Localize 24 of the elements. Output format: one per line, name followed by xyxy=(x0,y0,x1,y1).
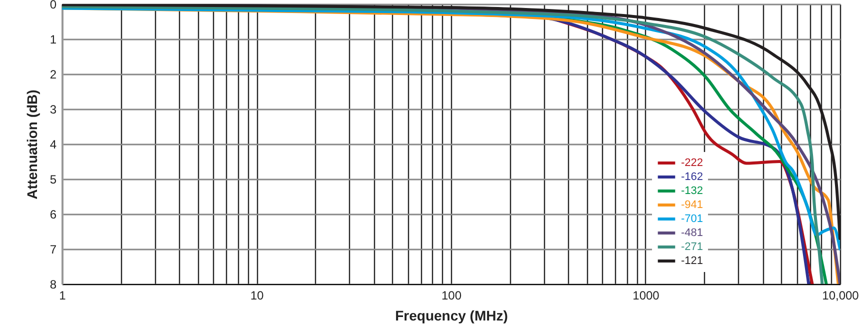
legend-label: -941 xyxy=(681,199,704,211)
legend-label: -481 xyxy=(681,227,704,239)
legend-label: -132 xyxy=(681,185,704,197)
x-tick-label: 1000 xyxy=(632,288,660,302)
x-tick-label: 10,000 xyxy=(822,288,860,302)
y-tick-label: 4 xyxy=(50,138,57,152)
y-tick-label: 1 xyxy=(50,32,57,46)
x-tick-label: 10 xyxy=(250,288,264,302)
legend-label: -701 xyxy=(681,213,704,225)
y-tick-label: 7 xyxy=(50,242,57,256)
y-tick-label: 6 xyxy=(50,208,57,222)
y-axis-title: Attenuation (dB) xyxy=(24,90,40,200)
x-axis-title: Frequency (MHz) xyxy=(395,308,508,324)
x-tick-label: 100 xyxy=(441,288,462,302)
y-tick-label: 0 xyxy=(50,0,57,12)
legend-label: -162 xyxy=(681,171,704,183)
x-tick-label: 1 xyxy=(59,288,66,302)
legend-label: -222 xyxy=(681,157,704,169)
y-tick-label: 8 xyxy=(50,278,57,292)
legend-label: -271 xyxy=(681,241,704,253)
y-tick-label: 5 xyxy=(50,172,57,186)
y-tick-label: 3 xyxy=(50,102,57,116)
legend-label: -121 xyxy=(681,255,704,267)
y-tick-label: 2 xyxy=(50,68,57,82)
